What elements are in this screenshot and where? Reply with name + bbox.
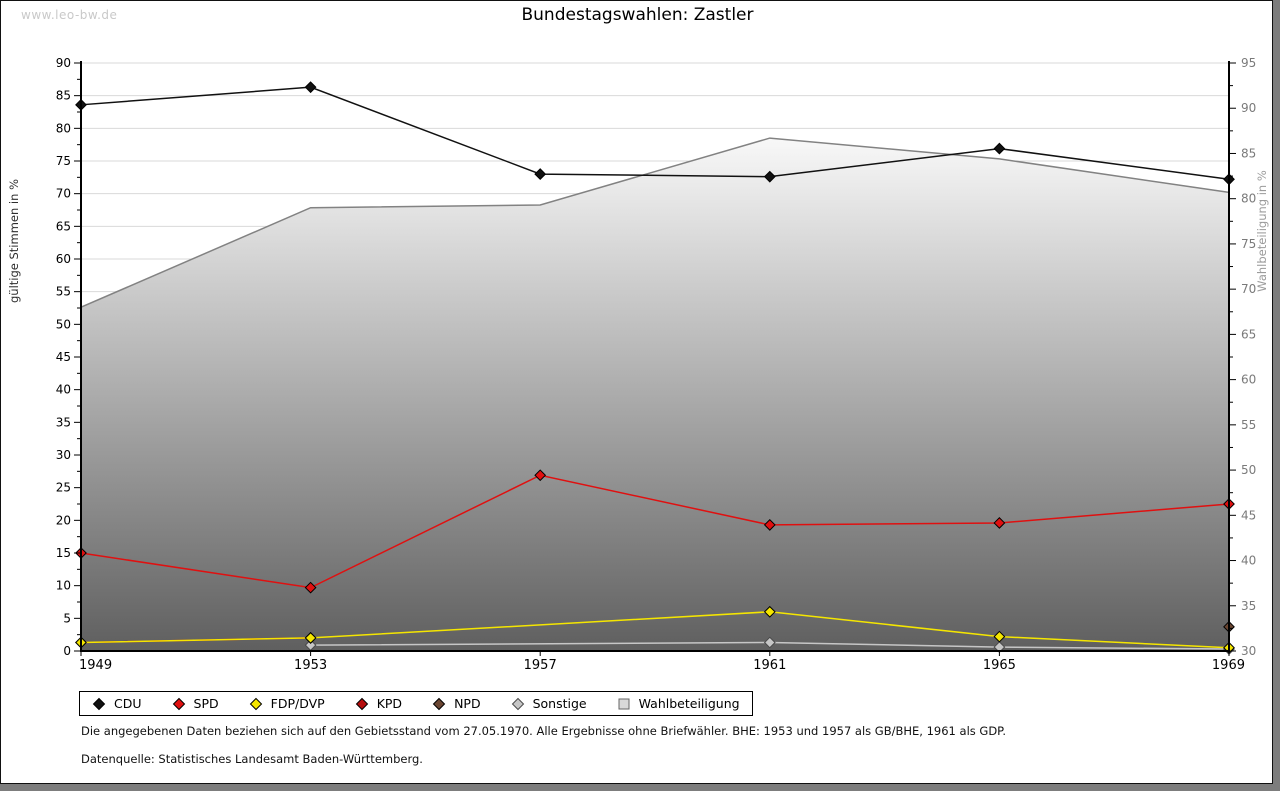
svg-text:35: 35 xyxy=(56,415,71,429)
legend-diamond-icon xyxy=(249,697,262,710)
footer-source: Datenquelle: Statistisches Landesamt Bad… xyxy=(81,752,423,766)
svg-text:75: 75 xyxy=(56,154,71,168)
legend-item-kpd: KPD xyxy=(355,696,402,711)
svg-text:80: 80 xyxy=(56,121,71,135)
svg-text:80: 80 xyxy=(1241,192,1256,206)
svg-text:45: 45 xyxy=(56,350,71,364)
svg-text:1965: 1965 xyxy=(983,658,1016,673)
legend-label: CDU xyxy=(114,696,142,711)
right-axis-title: Wahlbeteiligung in % xyxy=(1255,170,1269,292)
svg-text:95: 95 xyxy=(1241,56,1256,70)
svg-text:90: 90 xyxy=(56,56,71,70)
svg-text:1957: 1957 xyxy=(524,658,557,673)
legend-diamond-icon xyxy=(355,697,368,710)
svg-text:5: 5 xyxy=(63,611,71,625)
svg-text:60: 60 xyxy=(56,252,71,266)
svg-text:25: 25 xyxy=(56,481,71,495)
svg-text:55: 55 xyxy=(1241,418,1256,432)
svg-text:20: 20 xyxy=(56,513,71,527)
svg-text:60: 60 xyxy=(1241,373,1256,387)
legend-label: FDP/DVP xyxy=(270,696,325,711)
legend-diamond-icon xyxy=(172,697,185,710)
site-watermark: www.leo-bw.de xyxy=(21,8,118,22)
data-series xyxy=(75,81,1235,655)
legend-label: NPD xyxy=(454,696,481,711)
svg-text:40: 40 xyxy=(1241,554,1256,568)
chart-legend: CDU SPD FDP/DVP KPD NPD Sonstige Wahlbeteiligu… xyxy=(79,691,753,716)
svg-text:65: 65 xyxy=(1241,327,1256,341)
axes: 0 5 10 15 20 25 30 35 40 45 50 55 60 65 70 75 80 85 90 30 35… xyxy=(56,56,1257,673)
legend-diamond-icon xyxy=(432,697,446,710)
svg-text:90: 90 xyxy=(1241,101,1256,115)
svg-text:1953: 1953 xyxy=(294,658,327,673)
svg-text:75: 75 xyxy=(1241,237,1256,251)
chart-title: Bundestagswahlen: Zastler xyxy=(521,5,754,25)
svg-text:35: 35 xyxy=(1241,599,1256,613)
legend-label: Sonstige xyxy=(532,696,587,711)
legend-item-spd: SPD xyxy=(172,696,219,711)
svg-text:70: 70 xyxy=(1241,282,1256,296)
footer-note: Die angegebenen Daten beziehen sich auf … xyxy=(81,724,1006,738)
svg-text:15: 15 xyxy=(56,546,71,560)
svg-text:55: 55 xyxy=(56,285,71,299)
legend-square-icon xyxy=(618,698,630,709)
svg-text:1969: 1969 xyxy=(1212,658,1245,673)
svg-text:40: 40 xyxy=(56,383,71,397)
legend-diamond-icon xyxy=(92,697,106,710)
legend-item-npd: NPD xyxy=(432,696,481,711)
svg-text:30: 30 xyxy=(56,448,71,462)
left-axis-title: gültige Stimmen in % xyxy=(7,179,21,304)
legend-label: SPD xyxy=(193,696,219,711)
svg-text:65: 65 xyxy=(56,219,71,233)
legend-label: KPD xyxy=(376,696,403,711)
svg-text:85: 85 xyxy=(56,89,71,103)
svg-text:0: 0 xyxy=(63,644,71,658)
legend-diamond-icon xyxy=(511,697,524,710)
svg-text:50: 50 xyxy=(56,317,71,331)
legend-label: Wahlbeteiligung xyxy=(638,696,740,711)
svg-text:1949: 1949 xyxy=(79,658,112,673)
legend-item-fdp-dvp: FDP/DVP xyxy=(249,696,325,711)
svg-text:70: 70 xyxy=(56,187,71,201)
series-wahlbeteiligung xyxy=(80,137,1230,652)
svg-text:45: 45 xyxy=(1241,508,1256,522)
legend-item-sonstige: Sonstige xyxy=(511,696,587,711)
svg-text:1961: 1961 xyxy=(753,658,786,673)
svg-text:85: 85 xyxy=(1241,146,1256,160)
svg-text:30: 30 xyxy=(1241,644,1256,658)
legend-item-cdu: CDU xyxy=(92,696,142,711)
svg-text:10: 10 xyxy=(56,579,71,593)
svg-text:50: 50 xyxy=(1241,463,1256,477)
legend-item-wahlbeteiligung: Wahlbeteiligung xyxy=(617,696,740,711)
